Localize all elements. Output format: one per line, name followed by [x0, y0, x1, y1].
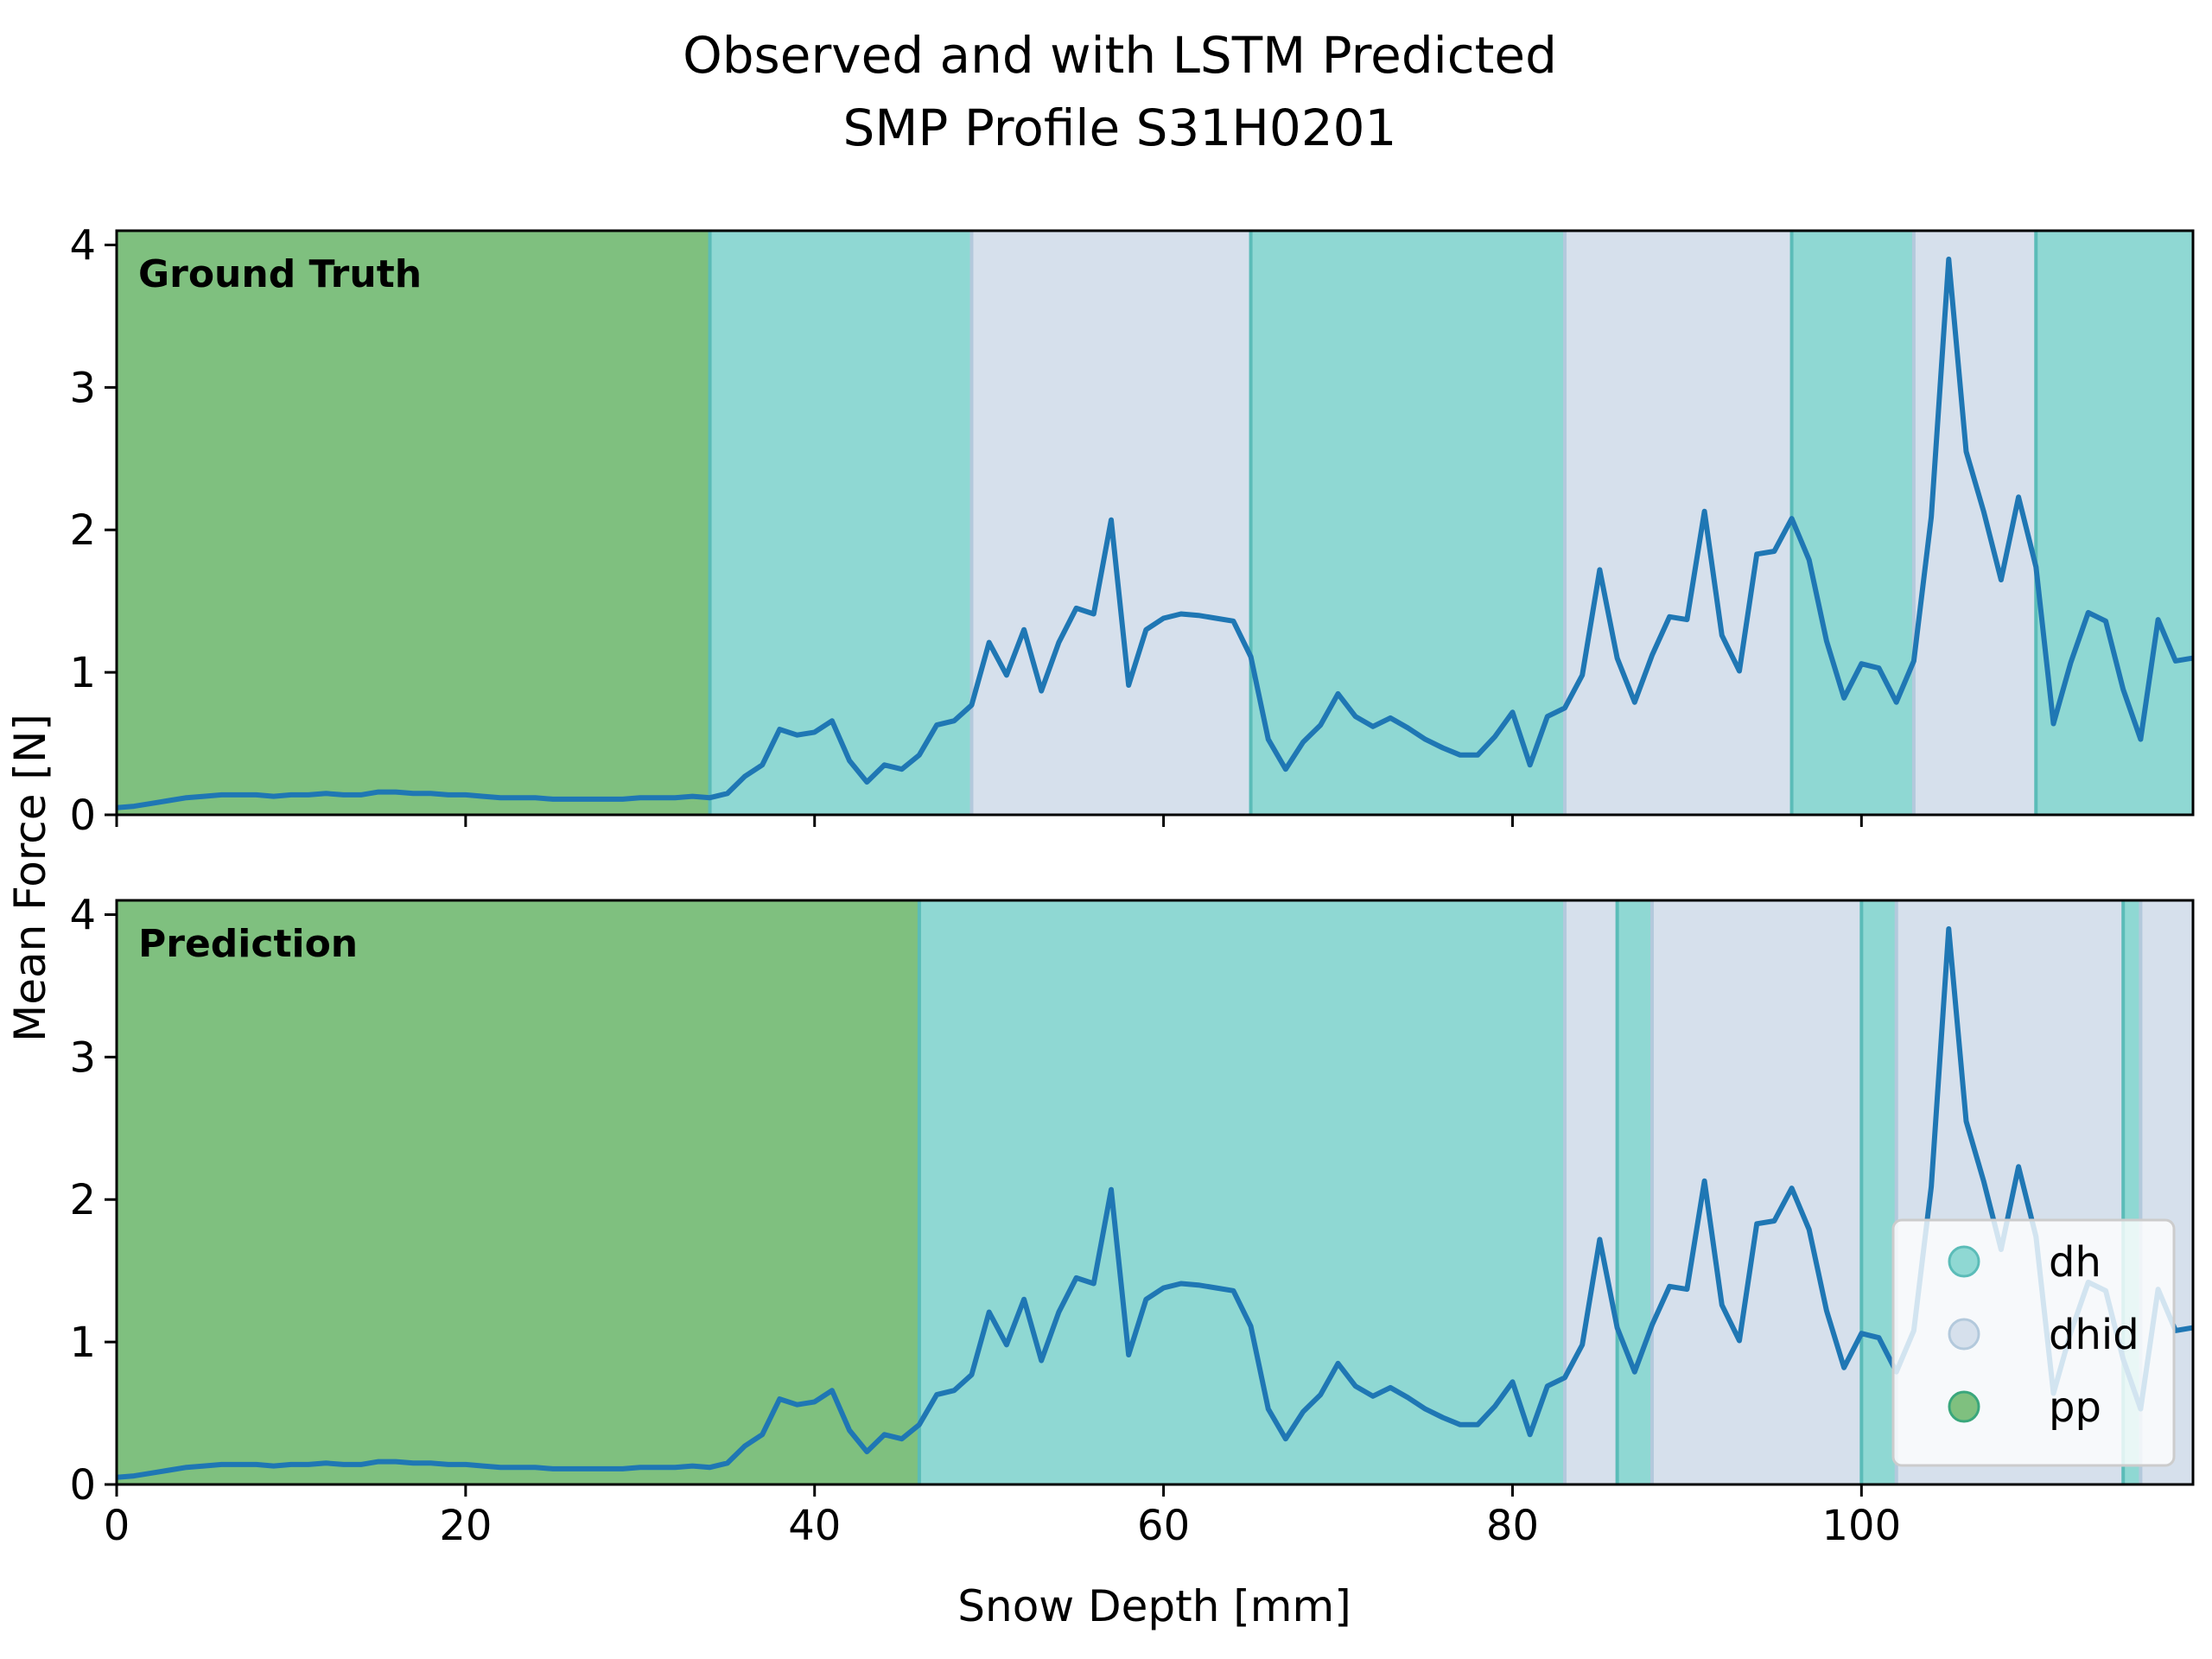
y-tick-label: 0 — [69, 791, 96, 840]
legend: dh dhid pp — [1891, 1218, 2176, 1467]
segment-dhid — [1565, 231, 1792, 815]
y-tick-label: 1 — [69, 1319, 96, 1367]
ground-truth-panel: 0 1 2 3 4 Ground Truth — [69, 221, 2195, 840]
x-tick-label: 80 — [1486, 1502, 1539, 1550]
x-axis-label: Snow Depth [mm] — [957, 1581, 1351, 1631]
panel-label: Prediction — [138, 922, 358, 966]
segment-pp — [117, 900, 919, 1484]
y-tick-label: 2 — [69, 1176, 96, 1224]
plot-frame — [115, 229, 2195, 817]
y-tick-label: 3 — [69, 364, 96, 412]
segment-dh — [709, 231, 972, 815]
segment-dhid — [1565, 900, 1618, 1484]
signal-line — [116, 926, 2194, 1480]
segment-pp — [117, 231, 710, 815]
legend-label-pp: pp — [2049, 1383, 2101, 1432]
legend-marker-dhid — [1948, 1318, 1980, 1351]
legend-label-dhid: dhid — [2049, 1311, 2139, 1359]
segment-dh — [1861, 900, 1897, 1484]
y-tick-label: 2 — [69, 506, 96, 555]
y-tick-label: 3 — [69, 1033, 96, 1082]
signal-line — [116, 257, 2194, 810]
panel-label: Ground Truth — [138, 252, 422, 296]
y-tick-label: 4 — [69, 891, 96, 939]
x-tick-label: 0 — [104, 1502, 130, 1550]
legend-marker-pp — [1948, 1390, 1980, 1423]
y-tick-label: 0 — [69, 1461, 96, 1510]
chart-title-line1: Observed and with LSTM Predicted — [683, 26, 1557, 85]
y-axis-label: Mean Force [N] — [5, 714, 55, 1042]
segment-dhid — [1652, 900, 1862, 1484]
chart-title-line2: SMP Profile S31H0201 — [843, 99, 1397, 157]
legend-marker-dh — [1948, 1245, 1980, 1278]
segment-dh — [2036, 231, 2193, 815]
x-tick-label: 100 — [1822, 1502, 1902, 1550]
segment-dh — [1617, 900, 1653, 1484]
segment-dh — [918, 900, 1566, 1484]
segment-dh — [1791, 231, 1914, 815]
legend-label-dh: dh — [2049, 1238, 2101, 1287]
x-tick-label: 40 — [788, 1502, 841, 1550]
x-tick-label: 60 — [1137, 1502, 1190, 1550]
y-tick-label: 4 — [69, 221, 96, 270]
plot-frame — [115, 899, 2195, 1486]
y-tick-label: 1 — [69, 649, 96, 697]
x-tick-label: 20 — [439, 1502, 492, 1550]
